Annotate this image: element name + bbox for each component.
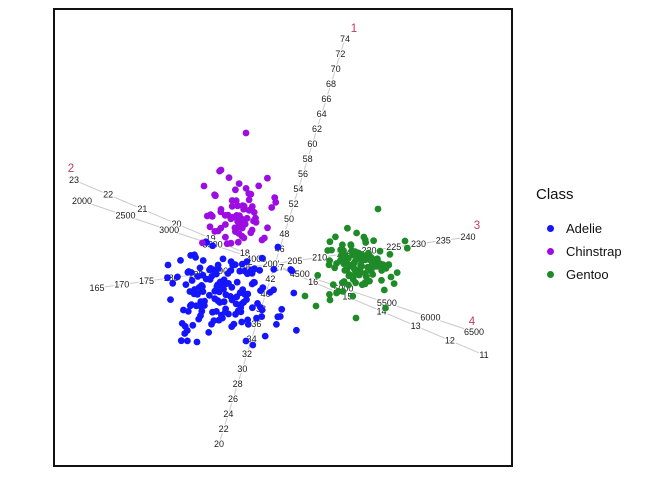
adelie-dot-icon: [547, 225, 554, 232]
legend-item-adelie: Adelie: [536, 217, 666, 240]
axis-1-tick: 24: [223, 409, 233, 419]
axis-3-tick: 165: [89, 283, 104, 293]
axis-1-tick: 22: [219, 424, 229, 434]
axis-3-tick: 175: [139, 276, 154, 286]
data-points-chinstrap: [199, 129, 280, 248]
axis-3-tick: 205: [287, 256, 302, 266]
axis-1-tick: 52: [289, 199, 299, 209]
axis-1-label: 1: [351, 23, 357, 35]
axis-1-tick: 32: [242, 349, 252, 359]
axis-1-tick: 54: [293, 184, 303, 194]
axis-1-tick: 28: [233, 379, 243, 389]
axis-3-tick: 170: [114, 280, 129, 290]
axis-3-tick: 225: [386, 242, 401, 252]
axis-2-tick: 20: [171, 219, 181, 229]
axis-2-tick: 23: [69, 175, 79, 185]
axis-2-tick: 18: [240, 248, 250, 258]
axis-4-tick: 6500: [464, 327, 484, 337]
axis-1-tick: 42: [265, 274, 275, 284]
data-points-gentoo: [301, 205, 411, 322]
axis-1-tick: 64: [317, 109, 327, 119]
axis-1-tick: 56: [298, 169, 308, 179]
axis-1-tick: 20: [214, 439, 224, 449]
axis-1-tick: 62: [312, 124, 322, 134]
axis-3-label: 3: [474, 220, 480, 232]
axis-3-tick: 230: [411, 239, 426, 249]
axis-1-tick: 48: [279, 229, 289, 239]
axis-2-tick: 21: [137, 204, 147, 214]
legend-label-adelie: Adelie: [566, 221, 603, 236]
gentoo-dot-icon: [547, 271, 554, 278]
legend-item-gentoo: Gentoo: [536, 263, 666, 286]
axis-4-tick: 2000: [72, 196, 92, 206]
axis-2-tick: 13: [411, 321, 421, 331]
chinstrap-dot-icon: [547, 248, 554, 255]
axis-1-tick: 72: [335, 49, 345, 59]
axis-3-tick: 235: [436, 235, 451, 245]
axis-3-line: [92, 235, 473, 290]
legend-item-chinstrap: Chinstrap: [536, 240, 666, 263]
legend: Class Adelie Chinstrap Gentoo: [536, 186, 666, 286]
axis-4-tick: 6000: [420, 312, 440, 322]
axis-2-tick: 12: [445, 335, 455, 345]
axis-2-label: 2: [68, 163, 74, 175]
axis-1-tick: 70: [331, 64, 341, 74]
legend-label-chinstrap: Chinstrap: [566, 244, 622, 259]
axis-1-tick: 68: [326, 79, 336, 89]
axis-1-tick: 36: [251, 319, 261, 329]
axis-1-tick: 60: [307, 139, 317, 149]
axis-4-tick: 3000: [159, 225, 179, 235]
axis-1-tick: 30: [237, 364, 247, 374]
axis-1-tick: 26: [228, 394, 238, 404]
axis-1-tick: 50: [284, 214, 294, 224]
axis-4-tick: 5500: [377, 298, 397, 308]
data-points-adelie: [164, 238, 300, 349]
axis-3-tick: 210: [312, 252, 327, 262]
axis-2-tick: 22: [103, 190, 113, 200]
axis-4-label: 4: [469, 316, 476, 328]
axis-1-tick: 66: [321, 94, 331, 104]
axis-4-line: [78, 199, 478, 334]
axis-1-line: [217, 35, 347, 448]
axis-2-tick: 16: [308, 277, 318, 287]
legend-title: Class: [536, 186, 574, 203]
legend-items: Adelie Chinstrap Gentoo: [536, 217, 666, 286]
axis-2-tick: 11: [479, 350, 488, 360]
axis-1-tick: 58: [303, 154, 313, 164]
data-points: [164, 129, 411, 349]
axis-3-tick: 240: [460, 232, 475, 242]
axis-4-tick: 2500: [116, 211, 136, 221]
axis-1-tick: 74: [340, 34, 350, 44]
legend-label-gentoo: Gentoo: [566, 267, 609, 282]
